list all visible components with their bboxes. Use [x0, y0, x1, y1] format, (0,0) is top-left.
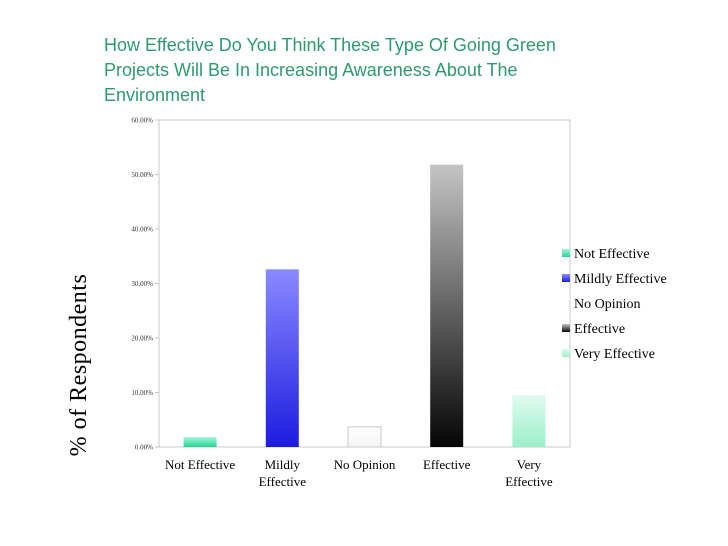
y-tick-label: 30.00% [131, 280, 153, 288]
legend-swatch [562, 349, 570, 357]
bar-very-effective [512, 395, 546, 447]
legend-swatch [562, 324, 570, 332]
plot-frame [158, 119, 571, 448]
x-tick-label: Effective [423, 457, 471, 472]
chart-title-line: Environment [104, 85, 205, 105]
y-tick-label: 50.00% [131, 171, 153, 179]
legend-label: No Opinion [574, 297, 641, 312]
x-tick-label: Effective [505, 474, 553, 489]
y-axis-label: % of Respondents [66, 274, 92, 457]
legend-label: Very Effective [574, 347, 655, 362]
chart-title-line: How Effective Do You Think These Type Of… [104, 35, 556, 55]
legend-swatch [562, 249, 570, 257]
chart-title-line: Projects Will Be In Increasing Awareness… [104, 60, 518, 80]
legend-label: Effective [574, 322, 625, 337]
y-tick-label: 20.00% [131, 335, 153, 343]
x-tick-label: No Opinion [334, 457, 396, 472]
x-axis-labels: Not Effective Mildly Effective No Opinion Ef… [165, 457, 553, 489]
bar-not-effective [183, 437, 217, 447]
y-tick-label: 0.00% [135, 444, 153, 452]
y-tick-label: 60.00% [131, 117, 153, 125]
x-tick-label: Not Effective [165, 457, 235, 472]
legend-label: Not Effective [574, 247, 650, 262]
legend: Not Effective Mildly Effective No Opinion E… [562, 247, 667, 362]
bar-no-opinion [347, 426, 382, 448]
x-tick-label: Mildly [265, 457, 301, 472]
legend-swatch [562, 299, 570, 307]
y-axis-ticks: 0.00% 10.00% 20.00% 30.00% 40.00% 50.00% 60.00… [131, 117, 159, 452]
x-tick-label: Effective [259, 474, 307, 489]
bar-effective [430, 164, 464, 447]
bar-mildly-effective [265, 269, 299, 447]
legend-label: Mildly Effective [574, 272, 667, 287]
chart-title: How Effective Do You Think These Type Of… [104, 35, 556, 105]
bars [183, 164, 546, 448]
y-tick-label: 40.00% [131, 226, 153, 234]
x-tick-label: Very [517, 457, 542, 472]
y-tick-label: 10.00% [131, 389, 153, 397]
legend-swatch [562, 274, 570, 282]
